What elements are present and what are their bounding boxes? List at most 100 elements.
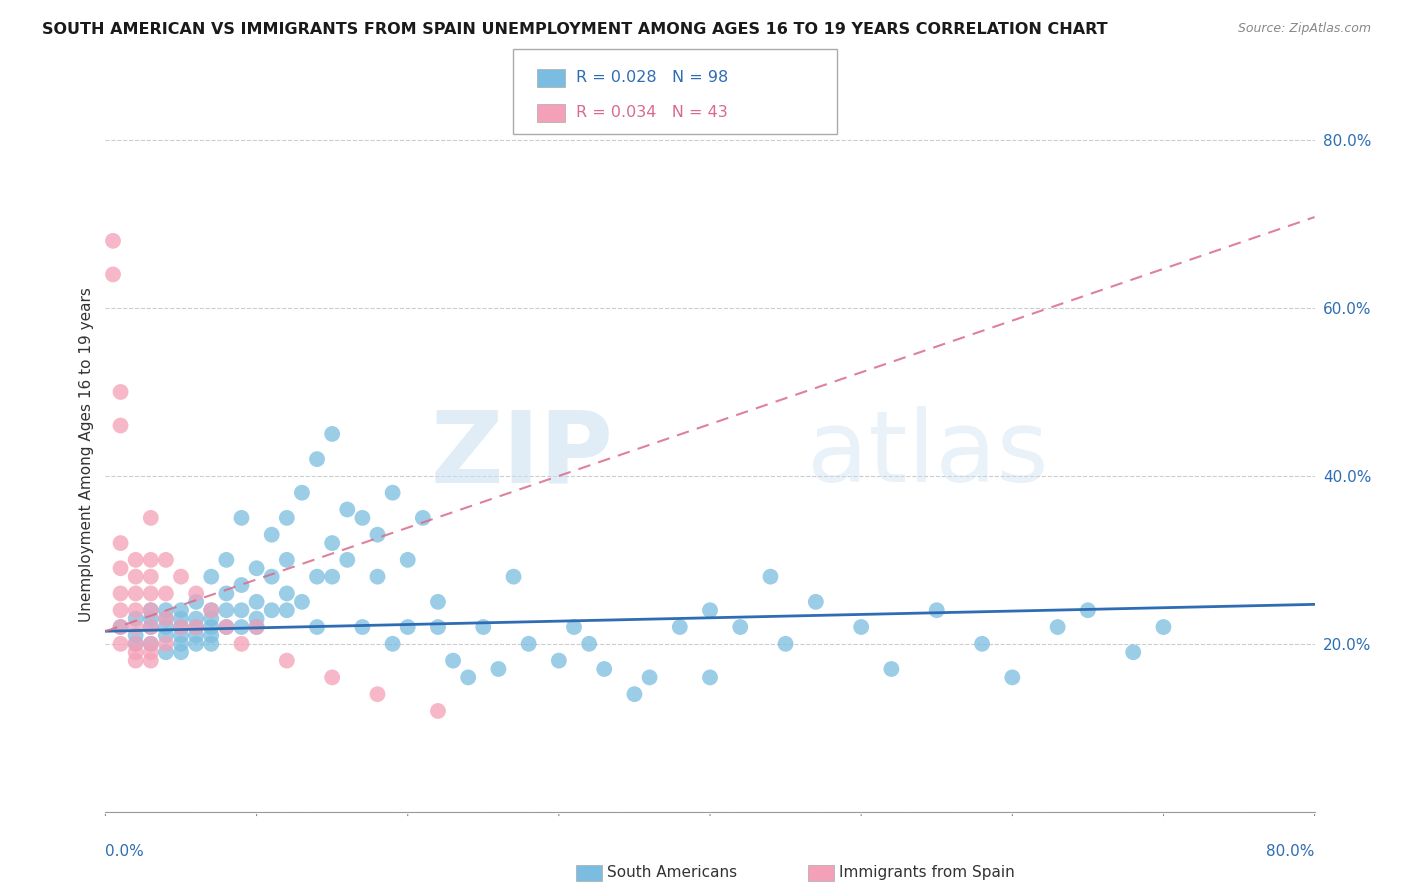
Point (110, 637, 132, 651)
Point (101, 234, 124, 248)
Point (170, 645, 193, 659)
Point (486, 662, 509, 676)
Point (728, 620, 751, 634)
Point (155, 603, 177, 617)
Point (352, 511, 374, 525)
Point (139, 511, 162, 525)
Point (321, 426, 343, 441)
Point (381, 637, 404, 651)
Point (139, 586, 162, 600)
Point (215, 620, 238, 634)
Point (186, 586, 208, 600)
Point (170, 620, 193, 634)
Point (170, 603, 193, 617)
Point (623, 687, 645, 701)
Point (155, 612, 177, 626)
Point (170, 569, 193, 583)
Point (336, 553, 359, 567)
Point (200, 603, 222, 617)
Point (155, 645, 177, 659)
Point (321, 569, 343, 583)
Point (381, 485, 404, 500)
Point (426, 704, 449, 718)
Point (155, 620, 177, 634)
Point (699, 670, 721, 684)
Point (307, 452, 329, 467)
Point (1001, 670, 1024, 684)
Point (124, 654, 148, 668)
Text: R = 0.028   N = 98: R = 0.028 N = 98 (576, 70, 728, 86)
Point (155, 612, 177, 626)
Point (170, 620, 193, 634)
Point (1046, 620, 1069, 634)
Point (170, 628, 193, 642)
Point (186, 620, 208, 634)
Point (139, 645, 162, 659)
Point (124, 612, 148, 626)
Point (139, 637, 162, 651)
Point (124, 628, 148, 642)
Text: 80.0%: 80.0% (1267, 845, 1315, 859)
Point (1153, 620, 1175, 634)
Point (200, 620, 222, 634)
Point (804, 595, 827, 609)
Point (245, 561, 267, 575)
Point (593, 662, 616, 676)
Point (759, 569, 782, 583)
Point (1077, 603, 1099, 617)
Point (200, 603, 222, 617)
Point (307, 620, 329, 634)
Point (231, 603, 253, 617)
Point (200, 569, 222, 583)
Point (260, 603, 283, 617)
Point (260, 569, 283, 583)
Point (110, 561, 132, 575)
Point (245, 620, 267, 634)
Text: R = 0.034   N = 43: R = 0.034 N = 43 (576, 105, 728, 120)
Point (155, 637, 177, 651)
Point (517, 637, 540, 651)
Point (426, 595, 449, 609)
Point (849, 620, 872, 634)
Point (472, 620, 495, 634)
Point (139, 620, 162, 634)
Point (925, 603, 948, 617)
Point (1122, 645, 1144, 659)
Point (170, 612, 193, 626)
Point (139, 569, 162, 583)
Point (170, 637, 193, 651)
Point (139, 553, 162, 567)
Point (186, 637, 208, 651)
Point (200, 628, 222, 642)
Point (366, 527, 388, 541)
Point (457, 670, 479, 684)
Point (186, 612, 208, 626)
Point (352, 620, 374, 634)
Point (502, 569, 524, 583)
Point (186, 595, 208, 609)
Point (775, 637, 797, 651)
Point (139, 603, 162, 617)
Point (231, 637, 253, 651)
Point (155, 586, 177, 600)
Point (441, 654, 464, 668)
Point (231, 578, 253, 592)
Point (562, 620, 585, 634)
Point (245, 595, 267, 609)
Point (578, 637, 600, 651)
Point (124, 569, 148, 583)
Point (139, 620, 162, 634)
Point (124, 637, 148, 651)
Text: 0.0%: 0.0% (105, 845, 145, 859)
Y-axis label: Unemployment Among Ages 16 to 19 years: Unemployment Among Ages 16 to 19 years (79, 287, 94, 623)
Point (276, 586, 298, 600)
Point (101, 268, 124, 282)
Point (139, 603, 162, 617)
Point (139, 654, 162, 668)
Point (155, 628, 177, 642)
Point (396, 620, 419, 634)
Point (215, 620, 238, 634)
Point (396, 553, 419, 567)
Point (321, 670, 343, 684)
Point (200, 637, 222, 651)
